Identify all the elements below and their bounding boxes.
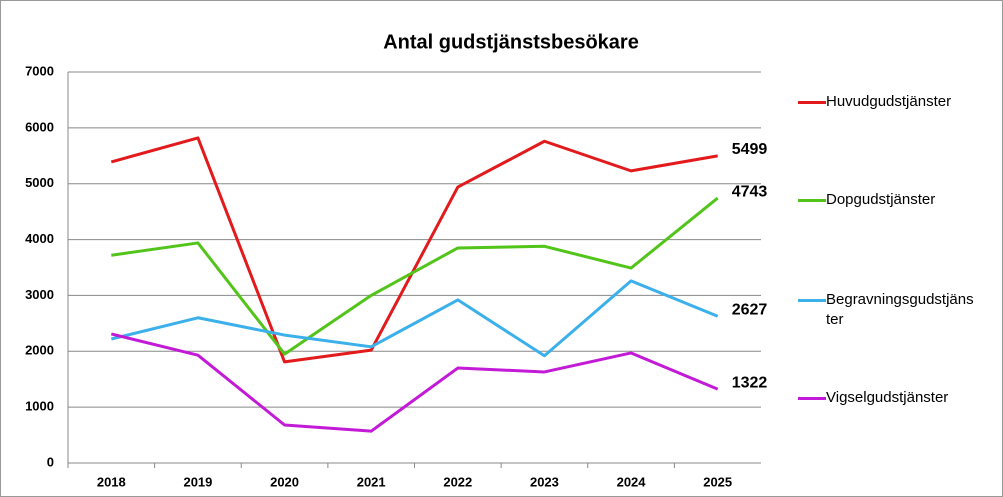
x-tick-label: 2023	[530, 474, 559, 489]
series-line	[110, 279, 719, 358]
legend-entry: Begravningsgudstjänster	[798, 290, 998, 330]
chart-title: Antal gudstjänstsbesökare	[383, 31, 639, 53]
y-tick-label: 4000	[25, 231, 54, 246]
y-tick-label: 6000	[25, 119, 54, 134]
legend-swatch	[798, 299, 826, 302]
legend-entry: Vigselgudstjänster	[798, 388, 998, 408]
series-line	[110, 332, 719, 433]
y-tick-label: 2000	[25, 343, 54, 358]
data-label: 4743	[732, 183, 768, 200]
series-line	[110, 136, 718, 364]
data-label: 1322	[732, 374, 768, 391]
legend-label: Begravningsgudstjänster	[826, 291, 974, 328]
x-tick-label: 2022	[443, 474, 472, 489]
series-line	[111, 196, 719, 356]
y-tick-label: 5000	[25, 175, 54, 190]
legend-entry: Dopgudstjänster	[798, 190, 998, 210]
legend-label: Dopgudstjänster	[826, 191, 936, 208]
x-tick-label: 2019	[183, 474, 212, 489]
data-label: 5499	[732, 141, 768, 158]
x-tick-label: 2021	[357, 474, 386, 489]
x-tick-label: 2018	[97, 474, 126, 489]
y-tick-label: 0	[47, 454, 54, 469]
x-tick-label: 2024	[617, 474, 647, 489]
data-label: 2627	[732, 301, 768, 318]
legend-label: Vigselgudstjänster	[826, 389, 949, 406]
y-tick-label: 3000	[25, 287, 54, 302]
legend-swatch	[798, 199, 826, 202]
y-tick-label: 7000	[25, 63, 54, 78]
legend-label: Huvudgudstjänster	[826, 93, 952, 110]
legend-swatch	[798, 101, 826, 104]
legend-entry: Huvudgudstjänster	[798, 92, 998, 112]
legend-swatch	[798, 397, 826, 400]
x-tick-label: 2020	[270, 474, 299, 489]
x-tick-label: 2025	[703, 474, 732, 489]
y-tick-label: 1000	[25, 399, 54, 414]
